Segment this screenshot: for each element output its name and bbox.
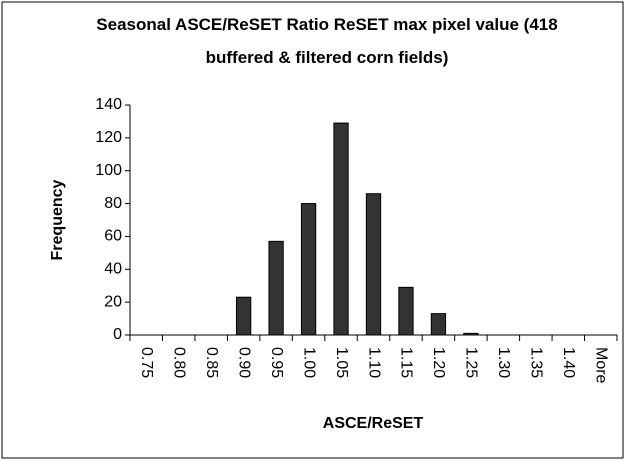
x-tick-label: 0.80 — [170, 347, 187, 378]
bar — [398, 286, 414, 336]
x-tick-label: 1.30 — [495, 347, 512, 378]
bar — [235, 296, 252, 336]
y-tick-label: 120 — [95, 129, 122, 146]
bar — [268, 240, 284, 336]
bar — [365, 193, 382, 336]
y-tick-label: 80 — [104, 195, 122, 212]
y-tick-label: 60 — [104, 228, 122, 245]
x-tick-label: 1.35 — [528, 347, 545, 378]
bar — [300, 203, 317, 336]
y-tick-label: 40 — [104, 261, 122, 278]
x-tick-label: 0.95 — [268, 347, 285, 378]
x-tick-label: 1.40 — [560, 347, 577, 378]
x-tick-label: 1.20 — [430, 347, 447, 378]
chart-title: Seasonal ASCE/ReSET Ratio ReSET max pixe… — [96, 15, 558, 67]
x-tick-label: 1.05 — [333, 347, 350, 378]
x-tick-label: 1.00 — [300, 347, 317, 378]
x-tick-label: 1.15 — [398, 347, 415, 378]
y-axis-label: Frequency — [49, 179, 66, 260]
y-tick-label: 100 — [95, 162, 122, 179]
bar — [463, 332, 479, 336]
x-tick-label: 0.90 — [235, 347, 252, 378]
bar — [333, 122, 349, 336]
x-axis-label: ASCE/ReSET — [323, 415, 424, 432]
x-tick-label: 1.10 — [365, 347, 382, 378]
y-tick-label: 20 — [104, 293, 122, 310]
y-tick-label: 140 — [95, 96, 122, 113]
x-tick-label: More — [593, 347, 610, 384]
y-tick-label: 0 — [113, 326, 122, 343]
x-tick-label: 1.25 — [463, 347, 480, 378]
x-tick-label: 0.75 — [138, 347, 155, 378]
bar — [430, 313, 447, 336]
x-tick-label: 0.85 — [203, 347, 220, 378]
